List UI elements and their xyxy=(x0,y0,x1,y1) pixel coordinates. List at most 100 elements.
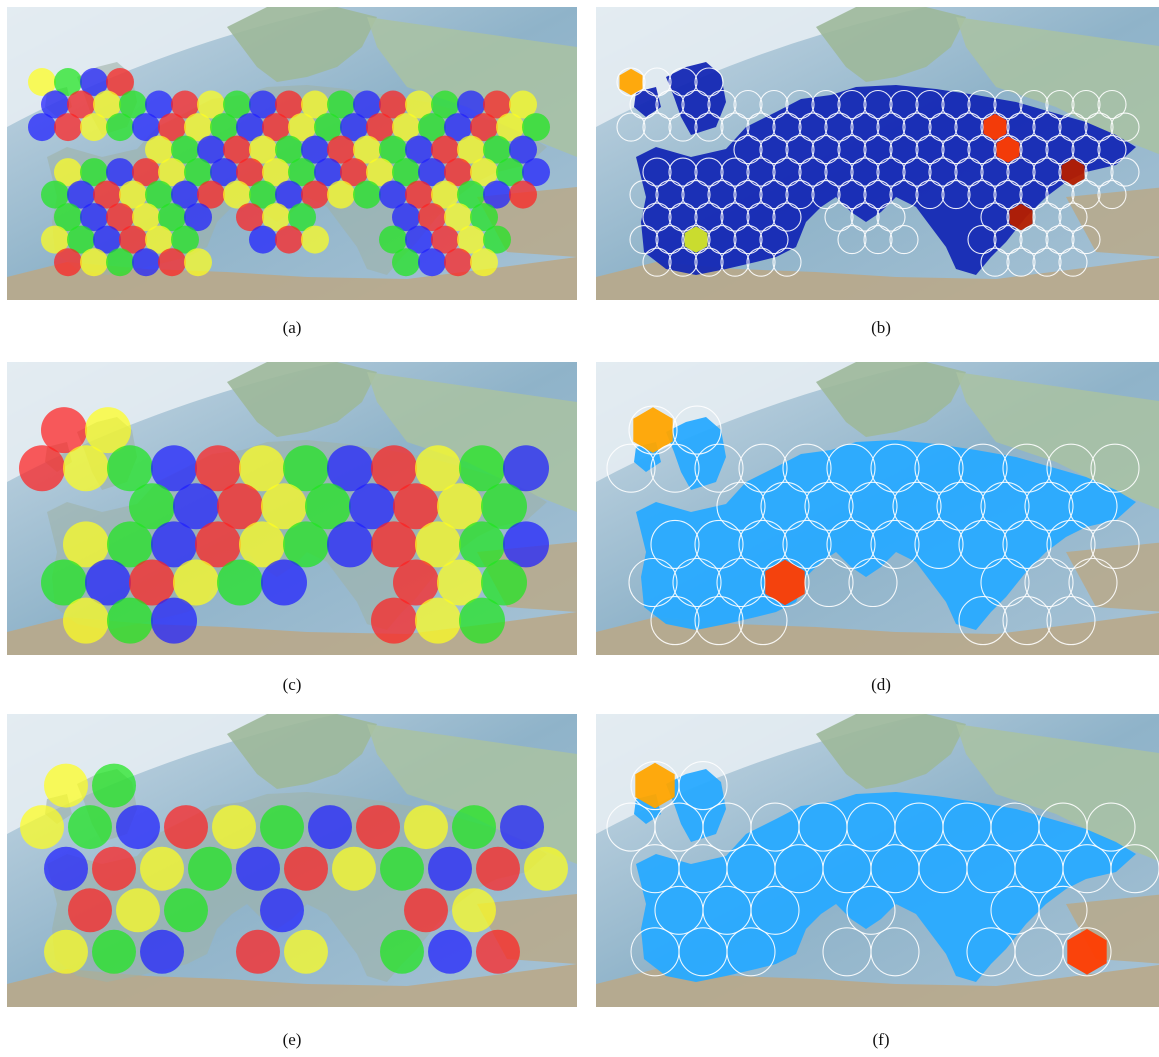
cover-circle-outline xyxy=(1006,112,1036,142)
hot-cell xyxy=(1009,203,1033,231)
cover-circle-outline xyxy=(1084,157,1114,187)
cover-circle-outline xyxy=(1071,225,1101,255)
cover-disk-blue xyxy=(106,158,134,187)
cover-circle-outline xyxy=(863,89,893,120)
russia-land xyxy=(956,724,1159,862)
cover-circle-outline xyxy=(1045,135,1075,165)
cover-disk-blue xyxy=(327,521,373,568)
cover-disk-green xyxy=(314,113,342,142)
cover-disk-green xyxy=(305,483,351,530)
cover-circle-outline xyxy=(772,157,802,187)
cover-circle-outline xyxy=(650,596,700,646)
cover-circle-outline xyxy=(967,89,997,120)
cover-circle-outline xyxy=(980,557,1030,608)
cover-circle-outline xyxy=(811,135,841,165)
cover-circle-outline xyxy=(870,443,920,493)
cover-disk-green xyxy=(106,248,134,277)
cover-circle-outline xyxy=(1032,247,1062,277)
cover-disk-blue xyxy=(509,135,537,164)
caption-b: (b) xyxy=(871,318,891,337)
cover-circle-outline xyxy=(1068,557,1118,608)
cover-circle-outline xyxy=(870,519,920,569)
russia-land xyxy=(956,17,1159,155)
cover-circle-outline xyxy=(1090,519,1140,569)
cover-circle-outline xyxy=(848,481,898,531)
cover-disk-blue xyxy=(405,135,433,164)
cover-disk-red xyxy=(366,113,394,142)
cover-circle-outline xyxy=(914,443,964,493)
cover-disk-blue xyxy=(132,113,160,142)
caption-a: (a) xyxy=(282,318,302,337)
cover-disk-green xyxy=(481,483,527,530)
cover-circle-outline xyxy=(782,519,832,569)
cover-disk-red xyxy=(393,483,439,530)
cover-disk-red xyxy=(444,158,472,187)
cover-circle-outline xyxy=(1019,225,1049,255)
cover-circle-outline xyxy=(798,157,828,187)
globe-edge xyxy=(596,362,926,482)
cover-disk-yellow xyxy=(93,90,121,119)
cover-disk-yellow xyxy=(452,888,496,933)
cover-circle-outline xyxy=(936,481,986,531)
cover-disk-yellow xyxy=(28,68,56,96)
cover-circle-outline xyxy=(889,225,919,255)
cover-circle-outline xyxy=(980,202,1010,232)
cover-circle-outline xyxy=(1086,802,1136,852)
cover-disk-green xyxy=(392,248,420,277)
cover-disk-yellow xyxy=(437,483,483,530)
cover-disk-blue xyxy=(301,135,329,164)
cover-circle-outline xyxy=(642,157,672,187)
scandinavia-land xyxy=(816,7,966,82)
cover-circle-outline xyxy=(1090,443,1140,493)
cover-disk-yellow xyxy=(132,203,160,232)
cover-disk-red xyxy=(301,180,329,209)
cover-disk-blue xyxy=(249,225,277,254)
cover-disk-green xyxy=(379,225,407,254)
cover-circle-outline xyxy=(870,927,920,977)
cover-disk-red xyxy=(223,135,251,164)
cover-circle-outline xyxy=(993,180,1023,210)
hot-cell xyxy=(684,226,708,253)
cover-circle-outline xyxy=(694,596,744,646)
cover-disk-blue xyxy=(379,180,407,209)
cover-disk-yellow xyxy=(332,846,376,891)
cover-disk-yellow xyxy=(366,158,394,187)
cover-disk-red xyxy=(262,113,290,142)
cover-disk-red xyxy=(371,597,417,644)
cover-disk-green xyxy=(171,225,199,254)
cover-circle-outline xyxy=(1046,443,1096,493)
cover-circle-outline xyxy=(850,112,880,142)
cover-circle-outline xyxy=(772,247,802,277)
hot-cell xyxy=(1067,929,1107,975)
cover-circle-outline xyxy=(1058,247,1088,277)
cover-disk-blue xyxy=(140,929,184,974)
cover-disk-blue xyxy=(260,888,304,933)
cover-disk-yellow xyxy=(44,763,88,808)
cover-circle-outline xyxy=(993,225,1023,255)
cover-disk-green xyxy=(457,180,485,209)
cover-circle-outline xyxy=(1002,596,1052,646)
cover-circle-outline xyxy=(785,180,815,210)
cover-circle-outline xyxy=(759,180,789,210)
cover-circle-outline xyxy=(1058,202,1088,232)
cover-circle-outline xyxy=(1062,927,1112,977)
globe-edge xyxy=(7,714,337,834)
cover-circle-outline xyxy=(837,135,867,165)
globe-edge xyxy=(596,714,926,834)
cover-circle-outline xyxy=(915,89,945,120)
cover-disk-red xyxy=(284,846,328,891)
cover-circle-outline xyxy=(914,519,964,569)
cover-disk-red xyxy=(431,225,459,254)
cover-disk-yellow xyxy=(249,135,277,164)
cover-disk-red xyxy=(418,203,446,232)
cover-disk-yellow xyxy=(173,559,219,606)
panel-d xyxy=(596,362,1159,655)
cover-disk-yellow xyxy=(288,113,316,142)
cover-disk-blue xyxy=(503,521,549,568)
cover-circle-outline xyxy=(726,927,776,977)
cover-disk-green xyxy=(54,68,82,96)
cover-disk-green xyxy=(496,158,524,187)
cover-circle-outline xyxy=(668,157,698,187)
scandinavia-land xyxy=(227,7,377,82)
cover-disk-blue xyxy=(132,248,160,277)
